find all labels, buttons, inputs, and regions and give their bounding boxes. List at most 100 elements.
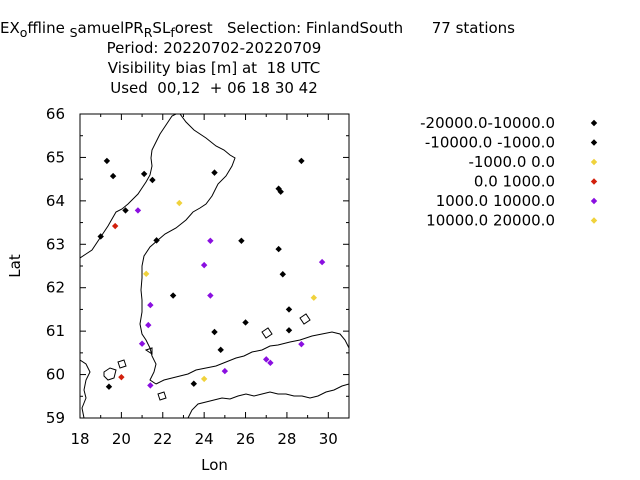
station-marker	[143, 270, 150, 278]
station-marker	[200, 375, 208, 383]
station-marker	[200, 261, 208, 269]
station-marker	[118, 373, 125, 381]
title-period: Period: 20220702-20220709	[106, 39, 322, 57]
coastline-archipelago	[157, 391, 167, 401]
x-tick-label: 30	[319, 430, 338, 448]
station-marker	[242, 319, 249, 326]
coastline-finland-south	[155, 331, 349, 385]
station-marker	[207, 292, 214, 299]
station-marker	[138, 340, 146, 347]
coastline-layer	[80, 114, 349, 418]
station-marker	[147, 301, 154, 309]
title-used: Used 00,12 + 06 18 30 42	[110, 79, 318, 97]
station-marker	[145, 321, 152, 329]
legend-label: -10000.0 -1000.0	[425, 134, 555, 152]
station-marker	[111, 222, 119, 230]
y-tick-label: 65	[46, 148, 65, 166]
x-tick-label: 28	[277, 430, 296, 448]
x-tick-label: 22	[153, 430, 172, 448]
coastline-sweden-south	[80, 359, 91, 418]
station-marker	[153, 237, 160, 244]
station-marker	[207, 237, 214, 245]
y-axis-label: Lat	[6, 254, 24, 278]
station-marker	[147, 382, 154, 389]
station-marker	[140, 170, 148, 178]
title-variable: Visibility bias [m] at 18 UTC	[107, 59, 321, 77]
lake-outline	[261, 327, 273, 339]
title-part: o	[19, 25, 28, 40]
legend-marker	[590, 158, 598, 166]
station-marker	[211, 169, 218, 176]
station-marker	[279, 271, 286, 278]
title-part: amuelPR	[77, 19, 144, 37]
x-axis-label: Lon	[201, 456, 228, 474]
y-tick-label: 66	[46, 105, 65, 123]
station-marker	[149, 176, 156, 184]
title-part: R	[143, 25, 153, 40]
y-tick-label: 64	[46, 192, 65, 210]
coastline-archipelago-2	[144, 347, 153, 355]
points-layer	[97, 157, 326, 390]
station-marker	[109, 172, 117, 180]
legend-marker	[590, 119, 598, 127]
x-tick-label: 20	[112, 430, 131, 448]
title-part: ffline	[27, 19, 70, 37]
station-marker	[169, 292, 177, 299]
station-marker	[298, 340, 305, 348]
title-part: orest Selection: FinlandSouth 77 station…	[174, 19, 516, 37]
legend-marker	[590, 197, 598, 205]
plot-frame	[79, 113, 350, 419]
y-tick-label: 61	[46, 322, 65, 340]
station-marker	[275, 245, 282, 253]
title-part: SL	[152, 19, 171, 37]
station-marker	[105, 383, 113, 390]
station-marker	[238, 237, 245, 245]
coastline-aland	[103, 367, 117, 381]
title-part: f	[170, 25, 175, 40]
legend-label: 1000.0 10000.0	[436, 192, 555, 210]
legend-label: 10000.0 20000.0	[426, 212, 555, 230]
station-marker	[310, 294, 318, 301]
legend-marker	[590, 178, 598, 185]
coastline-estonia	[187, 383, 349, 418]
legend-marker	[590, 139, 598, 146]
station-marker	[267, 359, 274, 367]
x-tick-label: 26	[236, 430, 255, 448]
axes-layer: 18 20 22 24 26 28 30 59 60 61 62 63 64 65 66 Lon Lat	[6, 105, 350, 474]
legend-marker	[590, 217, 598, 224]
title-line-1: EXoffline SamuelPRRSLforest Selection: F…	[0, 18, 515, 43]
y-tick-label: 63	[46, 235, 65, 253]
y-tick-label: 60	[46, 366, 65, 384]
title-part: EX	[0, 19, 20, 37]
station-marker	[298, 157, 305, 165]
y-tick-label: 59	[46, 409, 65, 427]
title-part: S	[69, 25, 78, 40]
station-marker	[176, 199, 183, 207]
coastline-finland-west	[139, 114, 236, 385]
station-marker	[190, 380, 198, 387]
station-marker	[277, 188, 284, 195]
station-marker	[103, 157, 111, 165]
legend-layer: -20000.0-10000.0 -10000.0 -1000.0-1000.0 …	[420, 114, 598, 230]
x-tick-label: 18	[70, 430, 89, 448]
y-tick-label: 62	[46, 279, 65, 297]
station-marker	[285, 327, 293, 334]
x-tick-label: 24	[195, 430, 214, 448]
station-marker	[221, 367, 229, 375]
station-marker	[217, 346, 224, 354]
legend-label: -20000.0-10000.0	[420, 114, 555, 132]
coastline-sweden	[80, 114, 177, 259]
legend-label: -1000.0 0.0	[468, 153, 555, 171]
station-marker	[285, 306, 293, 313]
station-marker	[318, 258, 326, 266]
coastline-aland-2	[117, 359, 127, 369]
station-marker	[134, 207, 142, 214]
station-marker	[211, 328, 218, 336]
station-marker	[122, 207, 129, 214]
station-marker	[275, 185, 282, 192]
station-marker	[263, 356, 270, 363]
legend-label: 0.0 1000.0	[474, 173, 555, 191]
lake-outline-2	[299, 313, 311, 325]
